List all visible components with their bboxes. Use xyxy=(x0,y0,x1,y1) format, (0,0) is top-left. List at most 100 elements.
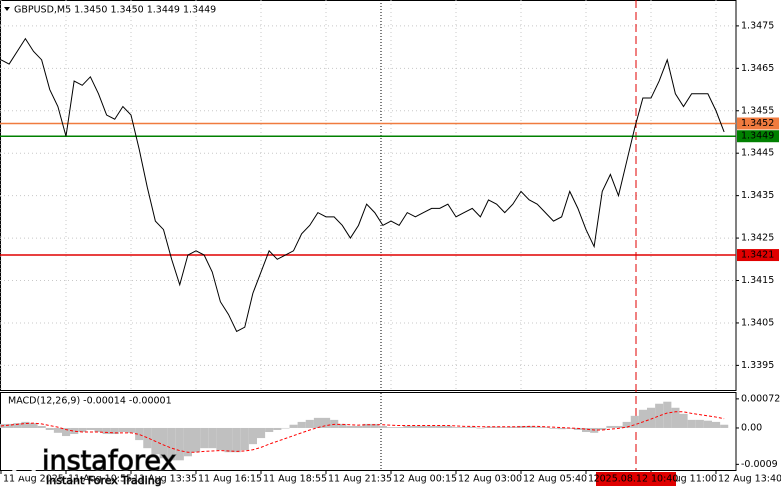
watermark-icon-mark xyxy=(14,451,34,469)
signal-line xyxy=(0,411,725,453)
macd-bar xyxy=(525,425,534,428)
collapse-arrow xyxy=(4,7,10,11)
level-label-box xyxy=(737,130,779,143)
level-label: 1.3452 xyxy=(741,118,774,129)
macd-bar xyxy=(492,426,501,428)
macd-bar xyxy=(403,425,412,428)
macd-bar xyxy=(500,427,509,428)
macd-bar xyxy=(305,419,314,428)
y-tick-label: 1.3405 xyxy=(741,317,774,328)
macd-bar xyxy=(265,427,274,433)
macd-bar xyxy=(614,425,623,428)
macd-bar xyxy=(411,425,420,428)
y-tick-label: 1.3465 xyxy=(741,63,774,74)
macd-bar xyxy=(118,427,127,433)
x-tick-label: 12 Aug 00:15 xyxy=(393,474,457,485)
macd-bar xyxy=(159,427,168,459)
macd-bar xyxy=(94,427,103,433)
macd-bar xyxy=(419,425,428,428)
macd-bar xyxy=(216,427,225,451)
macd-bar xyxy=(695,419,704,428)
macd-bar xyxy=(720,424,729,428)
macd-bar xyxy=(21,421,30,428)
macd-bar xyxy=(370,423,379,428)
macd-bar xyxy=(687,419,696,428)
macd-bar xyxy=(13,423,22,428)
macd-bar xyxy=(452,427,461,428)
macd-bar xyxy=(598,427,607,430)
macd-bar xyxy=(630,415,639,428)
macd-bar xyxy=(135,427,144,441)
macd-bar xyxy=(460,427,469,428)
macd-bar xyxy=(647,407,656,428)
macd-bar xyxy=(183,427,192,457)
macd-bar xyxy=(387,427,396,428)
macd-title: MACD(12,26,9) -0.00014 -0.00001 xyxy=(8,396,172,407)
x-tick-label: 12 Aug 03:00 xyxy=(458,474,522,485)
y-tick-label: 1.3425 xyxy=(741,233,774,244)
macd-bar xyxy=(29,423,38,428)
macd-bar xyxy=(5,423,14,428)
macd-bar xyxy=(484,426,493,428)
y-tick-label: -0.0009 xyxy=(741,459,778,470)
macd-bar xyxy=(622,421,631,428)
macd-bar xyxy=(143,427,152,449)
macd-bar xyxy=(712,421,721,428)
macd-bar xyxy=(62,427,71,437)
macd-bar xyxy=(102,427,111,435)
macd-bar xyxy=(224,427,233,453)
watermark-icon xyxy=(9,447,39,477)
marker-label: 2025.08.12 10:40 xyxy=(594,474,679,485)
macd-bar xyxy=(663,401,672,428)
macd-bar xyxy=(281,427,290,429)
macd-bar xyxy=(655,403,664,428)
x-tick-label: 12 Aug 11:00 xyxy=(653,474,717,485)
macd-bar xyxy=(346,425,355,428)
macd-bar xyxy=(427,425,436,428)
macd-bar xyxy=(549,427,558,429)
x-tick-label: 11 Aug 18:55 xyxy=(263,474,327,485)
macd-bar xyxy=(53,427,62,433)
macd-bar xyxy=(313,417,322,428)
macd-bar xyxy=(508,426,517,428)
x-tick-label: 12 Aug 05:40 xyxy=(523,474,587,485)
macd-bar xyxy=(435,425,444,428)
macd-bar xyxy=(175,427,184,461)
macd-bar xyxy=(208,427,217,449)
macd-bar xyxy=(127,427,136,433)
macd-bar xyxy=(443,425,452,428)
macd-bar xyxy=(192,427,201,453)
macd-bar xyxy=(70,427,79,435)
y-tick-label: 1.3435 xyxy=(741,190,774,201)
price-line xyxy=(0,37,725,333)
macd-bar xyxy=(240,427,249,451)
macd-bar xyxy=(289,424,298,428)
x-tick-label: 11 Aug 16:15 xyxy=(198,474,262,485)
marker-label-box xyxy=(596,472,676,486)
y-tick-label: 1.3475 xyxy=(741,20,774,31)
macd-bar xyxy=(557,427,566,430)
y-tick-label: 1.3395 xyxy=(741,360,774,371)
macd-bar xyxy=(167,427,176,461)
macd-bar xyxy=(541,427,550,428)
macd-bar xyxy=(354,425,363,428)
macd-bar xyxy=(476,427,485,429)
macd-bar xyxy=(362,423,371,428)
level-label-box xyxy=(737,117,779,130)
y-tick-label: 0.00 xyxy=(741,422,762,433)
macd-bar xyxy=(78,427,87,433)
macd-bar xyxy=(573,427,582,430)
macd-bar xyxy=(232,427,241,453)
x-tick-label: 11 Aug 13:35 xyxy=(133,474,197,485)
macd-bar xyxy=(582,427,591,433)
level-label-box xyxy=(737,249,779,262)
macd-bar xyxy=(273,427,282,430)
x-tick-label: 11 Aug 2025 xyxy=(3,474,64,485)
macd-bar xyxy=(200,427,209,449)
macd-bar xyxy=(45,427,54,430)
level-label: 1.3421 xyxy=(741,250,774,261)
macd-bar xyxy=(338,423,347,428)
x-tick-label: 11 Aug 21:35 xyxy=(328,474,392,485)
